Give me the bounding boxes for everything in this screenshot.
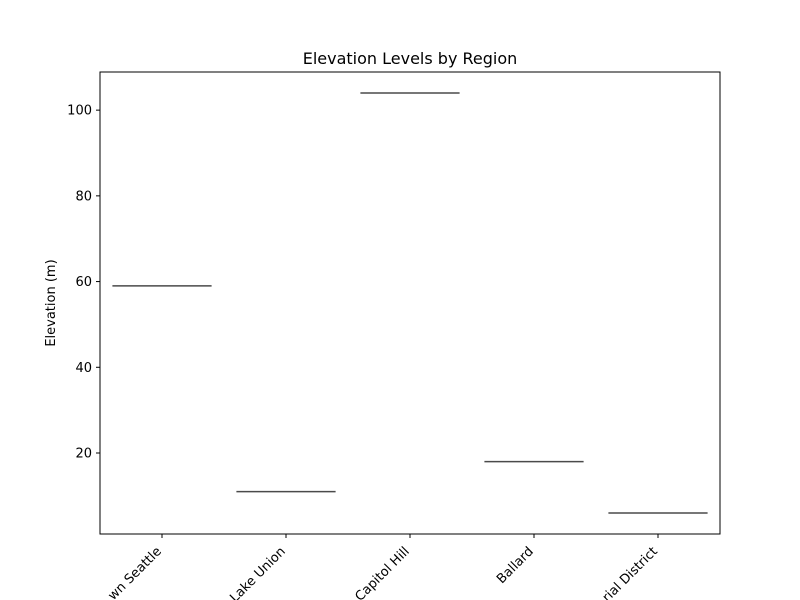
plot-frame [99, 71, 721, 535]
y-tick-label: 40 [75, 361, 92, 376]
x-tick-label: Capitol Hill [352, 544, 412, 600]
y-axis-label: Elevation (m) [44, 259, 59, 346]
chart-title: Elevation Levels by Region [303, 49, 518, 68]
x-tick-label: Ballard [494, 544, 537, 587]
y-tick-label: 20 [75, 447, 92, 462]
x-tick-label: Lake Union [227, 544, 288, 600]
y-tick-label: 80 [75, 189, 92, 204]
x-tick-label: wn Seattle [105, 544, 164, 600]
y-tick-label: 100 [67, 104, 92, 119]
y-axis: 20 40 60 80 100 [67, 104, 100, 462]
x-axis: wn Seattle Lake Union Capitol Hill Ballard r… [105, 534, 661, 600]
plot-marks [112, 92, 708, 514]
x-tick-label: rial District [600, 544, 661, 600]
y-tick-label: 60 [75, 275, 92, 290]
